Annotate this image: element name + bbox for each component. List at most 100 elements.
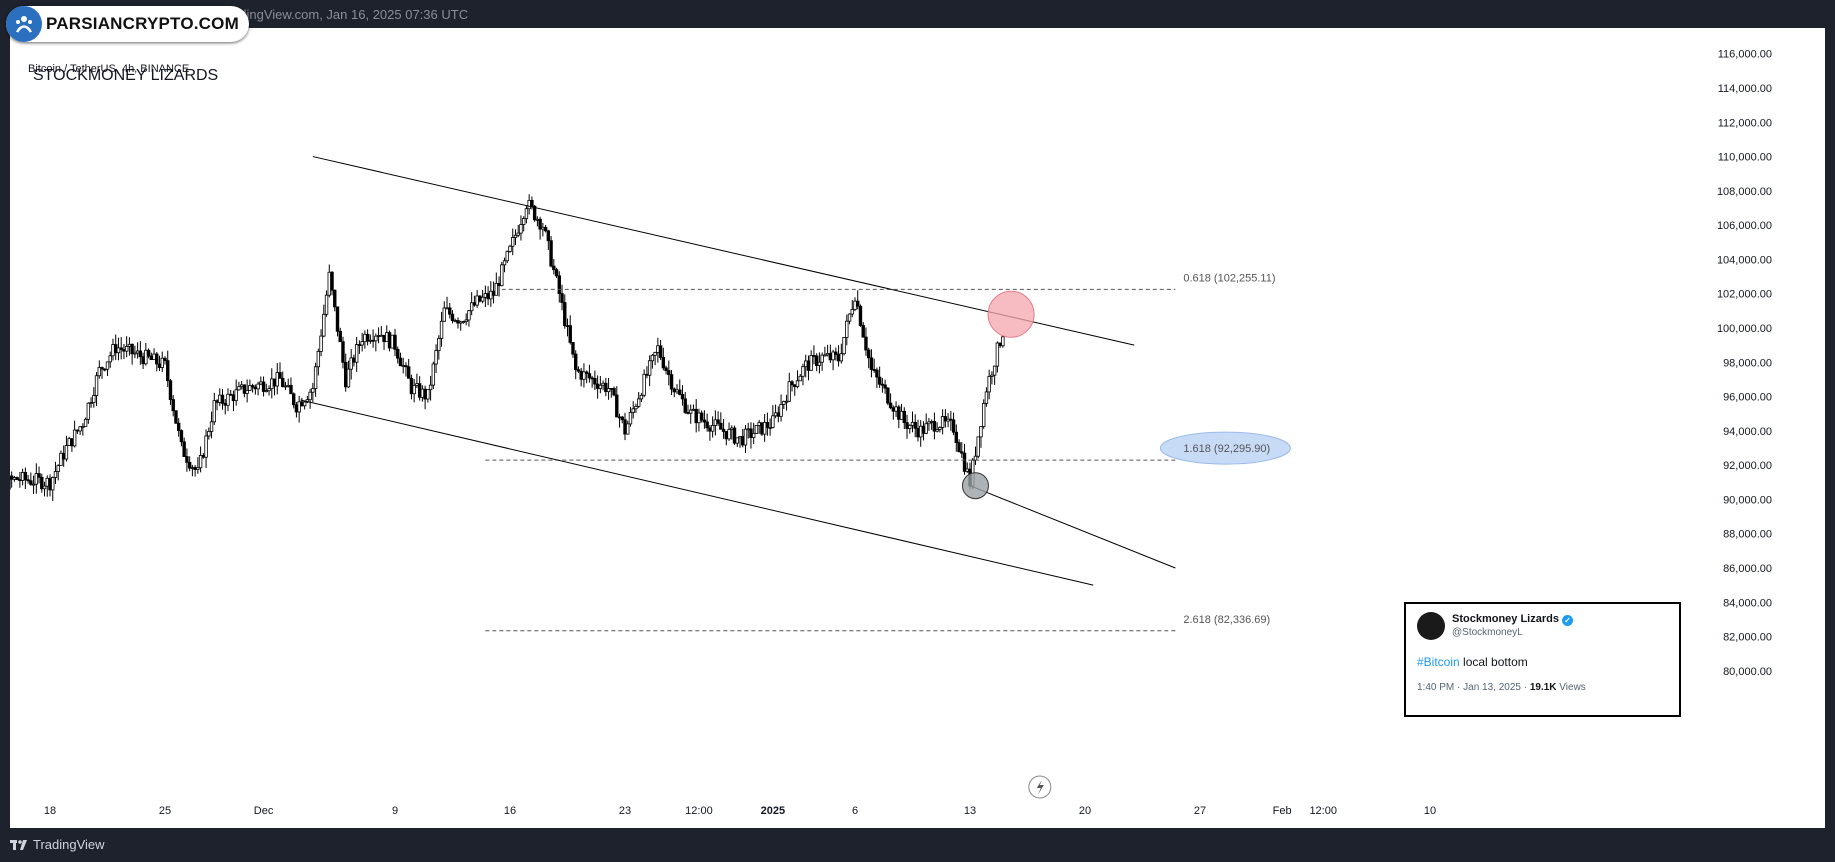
- candle-body: [689, 409, 693, 414]
- candle-body: [354, 344, 359, 363]
- x-axis: 18 25 Dec 9 16 23 12:00 2025 6 13 20 27 Feb 12:00 10: [44, 805, 1436, 817]
- candle-body: [894, 406, 898, 412]
- x-tick-label: 10: [1424, 805, 1436, 817]
- candle-body: [97, 367, 101, 377]
- candle: [521, 216, 526, 232]
- candle: [850, 300, 854, 318]
- candle-body: [686, 412, 690, 414]
- candle-body: [289, 384, 293, 395]
- candle-body: [620, 416, 624, 421]
- candle-body: [486, 293, 490, 300]
- candle-body: [198, 455, 203, 469]
- candle: [168, 378, 173, 405]
- candle: [248, 379, 252, 391]
- candle-body: [59, 452, 63, 467]
- candle-body: [678, 389, 682, 395]
- candle: [779, 394, 783, 422]
- y-tick-label: 112,000.00: [1718, 117, 1772, 129]
- candle: [72, 420, 77, 448]
- candle-body: [732, 427, 737, 444]
- x-tick-label: 6: [852, 805, 858, 817]
- candle-body: [201, 455, 206, 458]
- local-bottom-circle: [961, 472, 989, 500]
- candle-body: [37, 473, 41, 478]
- candle-body: [500, 264, 504, 287]
- candle-body: [675, 389, 679, 393]
- candle: [64, 435, 69, 462]
- y-tick-label: 86,000.00: [1723, 563, 1772, 575]
- candle: [549, 236, 553, 268]
- candle-body: [814, 355, 819, 366]
- candle-body: [842, 337, 846, 355]
- candle-body: [261, 381, 266, 392]
- candle: [954, 424, 959, 452]
- candle-body: [220, 394, 225, 404]
- candle: [801, 363, 805, 386]
- candle-body: [363, 333, 367, 343]
- candle-body: [908, 424, 912, 429]
- candle: [732, 425, 737, 445]
- candlestick-chart[interactable]: STOCKMONEY LIZARDS116,000.00114,000.0011…: [10, 28, 1825, 828]
- candle: [940, 409, 945, 435]
- candle-body: [434, 350, 438, 365]
- candle: [861, 321, 865, 338]
- candle-body: [124, 346, 129, 352]
- candle: [42, 481, 47, 497]
- candle-body: [108, 355, 112, 363]
- candle: [207, 427, 211, 440]
- avatar: [1417, 612, 1445, 640]
- candle-body: [196, 467, 200, 470]
- candle: [962, 443, 967, 475]
- candle: [719, 412, 723, 430]
- candle: [927, 417, 931, 431]
- candle-body: [858, 305, 863, 326]
- candle: [278, 362, 282, 379]
- candle-body: [168, 380, 173, 400]
- candle-body: [954, 431, 959, 443]
- candle-body: [130, 343, 134, 355]
- candle: [790, 379, 794, 392]
- candle: [97, 360, 101, 379]
- candle-body: [790, 381, 794, 386]
- candle: [34, 463, 39, 494]
- candle-body: [916, 427, 920, 438]
- candle-body: [116, 347, 121, 354]
- candle-body: [516, 232, 520, 236]
- candle: [163, 356, 167, 365]
- candle: [89, 397, 93, 408]
- footer-bar: TradingView: [0, 828, 1835, 862]
- candle-body: [264, 390, 269, 393]
- candle: [639, 392, 644, 402]
- candle: [500, 261, 504, 287]
- candle-body: [557, 275, 561, 294]
- candle-body: [327, 271, 331, 296]
- candle-body: [727, 429, 731, 440]
- candle-body: [64, 445, 69, 460]
- candle: [494, 272, 499, 296]
- candle-body: [209, 421, 214, 432]
- candle: [634, 403, 638, 413]
- candle: [450, 310, 455, 324]
- candle-body: [532, 205, 537, 221]
- candle: [166, 350, 170, 388]
- candle-body: [18, 479, 22, 482]
- candle-body: [888, 402, 893, 409]
- candle: [858, 304, 863, 327]
- candle-body: [83, 418, 88, 427]
- candle-body: [795, 380, 800, 388]
- candle-body: [836, 354, 841, 362]
- candle: [938, 426, 942, 433]
- y-tick-label: 94,000.00: [1723, 426, 1772, 438]
- y-tick-label: 92,000.00: [1723, 460, 1772, 472]
- candle: [174, 410, 178, 424]
- candle-body: [442, 307, 446, 322]
- candle-body: [149, 355, 154, 360]
- candle: [37, 466, 41, 484]
- candle-body: [23, 472, 28, 481]
- candle-body: [699, 412, 704, 421]
- candle-body: [595, 383, 600, 389]
- lower-channel-line: [300, 399, 1094, 586]
- candle-body: [779, 403, 783, 417]
- candle-body: [475, 295, 479, 306]
- candle-body: [398, 357, 403, 367]
